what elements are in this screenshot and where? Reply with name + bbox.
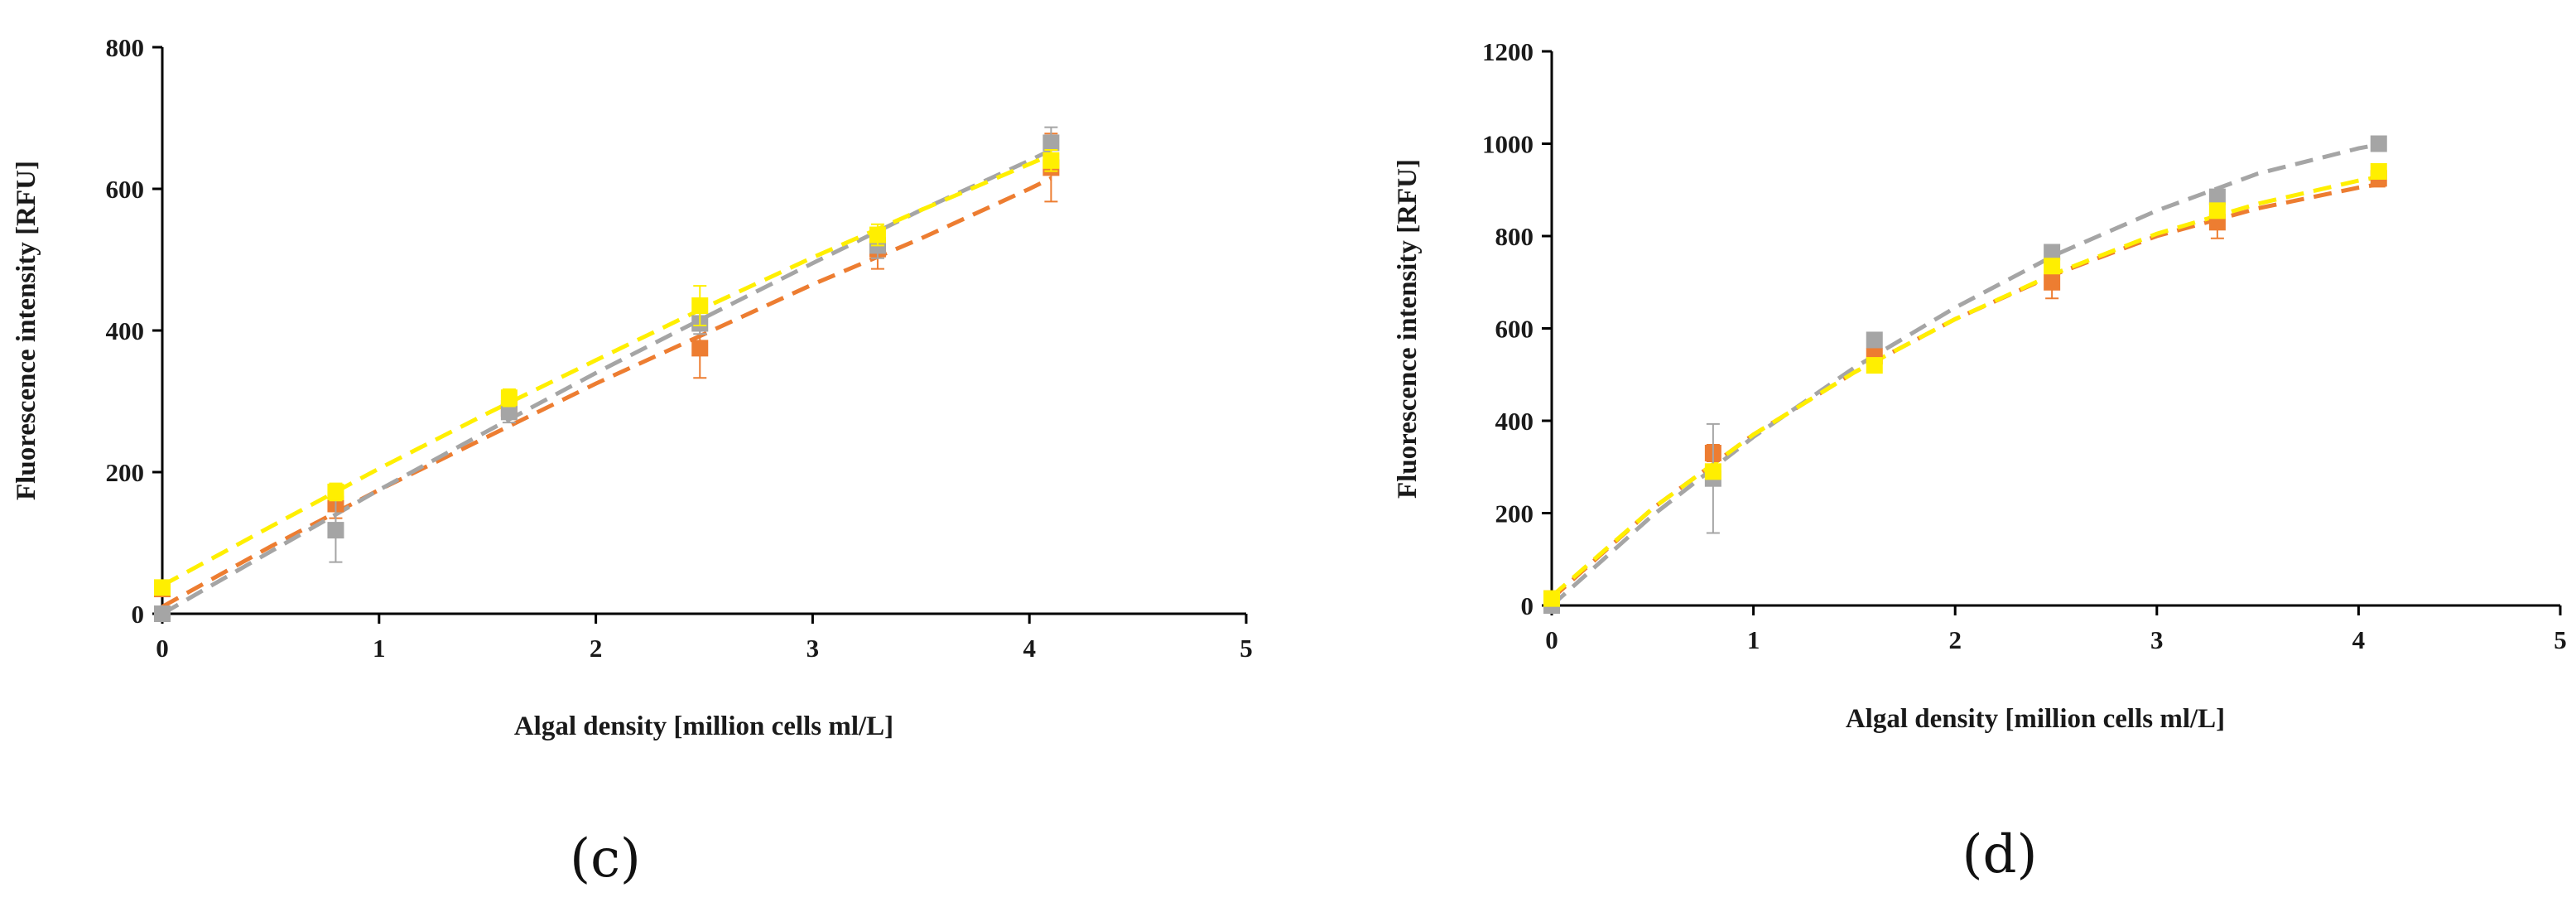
data-point-yellow-c xyxy=(1042,152,1060,169)
data-point-gray-c xyxy=(1042,134,1060,152)
trend-line-gray-c xyxy=(161,147,1052,616)
data-point-yellow-c xyxy=(154,579,171,596)
x-tick-label-c: 1 xyxy=(373,634,386,663)
x-tick-label-c: 5 xyxy=(1240,634,1253,663)
y-tick-label-c: 400 xyxy=(106,316,145,345)
x-tick-label-d: 4 xyxy=(2352,625,2366,654)
data-point-gray-c xyxy=(500,403,518,421)
data-point-yellow-d xyxy=(2044,258,2061,275)
trend-line-gray-d xyxy=(1550,142,2380,607)
data-point-gray-c xyxy=(154,605,171,622)
panel-label-c: (c) xyxy=(570,828,641,890)
chart-d: 0 200 400 600 800 1000 1200 0 1 2 3 4 5 Algal density… xyxy=(1393,37,2567,885)
data-point-yellow-d xyxy=(1704,463,1721,480)
data-point-orange-d xyxy=(2044,273,2061,291)
x-tick-label-c: 2 xyxy=(590,634,603,663)
x-axis-title-d: Algal density [million cells ml/L] xyxy=(1846,704,2225,734)
x-tick-label-c: 3 xyxy=(807,634,820,663)
x-axis-title-c: Algal density [million cells ml/L] xyxy=(514,711,893,741)
trend-line-orange-c xyxy=(161,176,1052,609)
y-tick-label-d: 1200 xyxy=(1482,37,1534,66)
data-point-yellow-d xyxy=(1866,357,1883,374)
y-axis-title-d: Fluorescence intensity [RFU] xyxy=(1393,159,1423,499)
data-point-yellow-c xyxy=(327,483,344,500)
data-point-yellow-d xyxy=(2208,202,2226,219)
y-tick-label-d: 1000 xyxy=(1482,130,1534,159)
y-tick-label-d: 0 xyxy=(1521,591,1534,620)
y-tick-label-c: 600 xyxy=(106,175,145,204)
data-point-yellow-d xyxy=(1543,590,1560,607)
data-point-gray-c xyxy=(327,522,344,539)
trend-line-yellow-c xyxy=(161,152,1052,587)
x-tick-label-d: 1 xyxy=(1747,625,1760,654)
x-tick-label-d: 2 xyxy=(1948,625,1962,654)
panel-label-d: (d) xyxy=(1962,824,2038,885)
y-axis-title-c: Fluorescence intensity [RFU] xyxy=(12,161,41,500)
y-tick-label-c: 200 xyxy=(106,458,145,487)
data-point-gray-d xyxy=(2208,188,2226,205)
x-tick-label-d: 3 xyxy=(2150,625,2164,654)
data-point-orange-c xyxy=(691,340,709,357)
data-point-gray-d xyxy=(2370,135,2387,152)
y-tick-label-d: 400 xyxy=(1495,407,1534,436)
x-tick-label-d: 5 xyxy=(2554,625,2567,654)
data-point-yellow-c xyxy=(869,226,886,244)
chart-c: 0 200 400 600 800 0 1 2 3 4 5 Algal density [millio… xyxy=(12,33,1253,890)
data-point-yellow-c xyxy=(691,297,709,315)
y-tick-label-c: 800 xyxy=(106,33,145,62)
x-tick-label-c: 4 xyxy=(1023,634,1036,663)
x-tick-label-d: 0 xyxy=(1545,625,1558,654)
y-tick-label-d: 600 xyxy=(1495,315,1534,344)
data-point-gray-d xyxy=(1866,331,1883,349)
data-point-yellow-d xyxy=(2370,162,2387,180)
data-point-gray-d xyxy=(2044,244,2061,261)
y-tick-label-c: 0 xyxy=(132,600,145,629)
trend-line-orange-d xyxy=(1550,182,2380,601)
trend-line-yellow-d xyxy=(1550,175,2380,598)
y-tick-label-d: 200 xyxy=(1495,499,1534,528)
x-tick-label-c: 0 xyxy=(156,634,169,663)
y-tick-label-d: 800 xyxy=(1495,222,1534,251)
data-point-yellow-c xyxy=(500,389,518,407)
